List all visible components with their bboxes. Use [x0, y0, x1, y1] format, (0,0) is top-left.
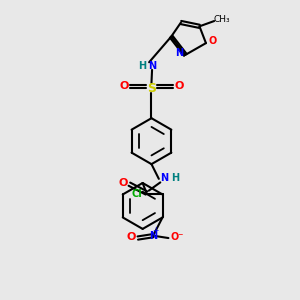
Text: O: O — [175, 81, 184, 91]
Text: CH₃: CH₃ — [214, 15, 230, 24]
Text: N: N — [175, 48, 183, 59]
Text: Cl: Cl — [131, 189, 142, 199]
Text: S: S — [147, 82, 156, 95]
Text: +: + — [152, 226, 158, 235]
Text: N: N — [148, 61, 156, 71]
Text: H: H — [139, 61, 147, 71]
Text: O: O — [118, 178, 128, 188]
Text: O: O — [127, 232, 136, 242]
Text: O⁻: O⁻ — [171, 232, 184, 242]
Text: N: N — [149, 231, 157, 241]
Text: N: N — [160, 173, 168, 183]
Text: O: O — [208, 36, 217, 46]
Text: H: H — [171, 173, 179, 183]
Text: O: O — [119, 81, 128, 91]
